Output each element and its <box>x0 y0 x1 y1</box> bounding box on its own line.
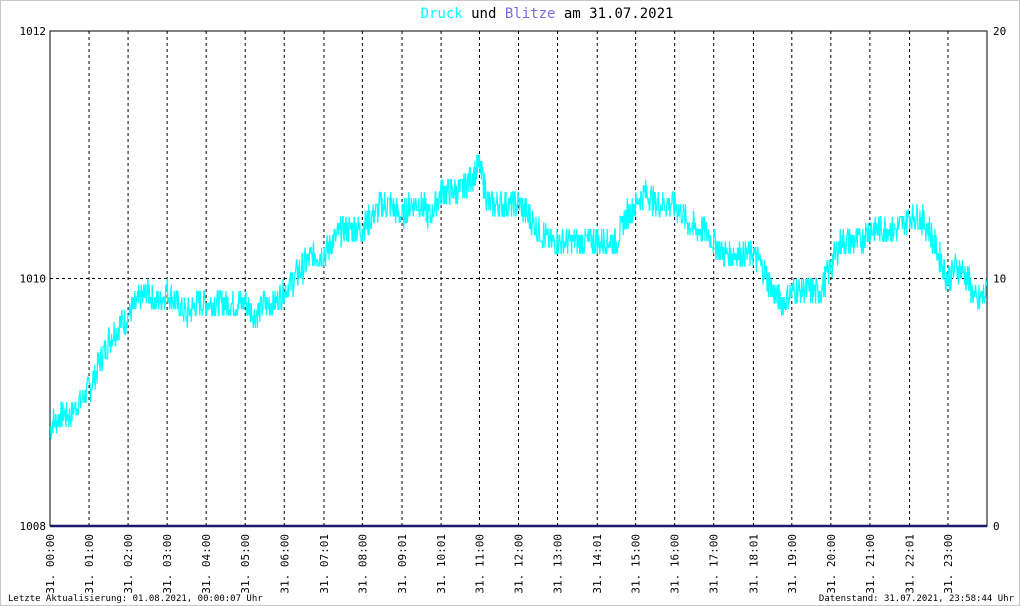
x-tick-label: 31. 09:01 <box>396 534 409 594</box>
grid-layer <box>49 30 987 526</box>
chart-title-part-1: und <box>463 6 505 22</box>
x-tick-label: 31. 08:00 <box>356 534 369 594</box>
x-tick-label: 31. 00:00 <box>44 534 57 594</box>
x-tick-label: 31. 19:00 <box>786 534 799 594</box>
series-layer <box>49 154 988 528</box>
chart-title-part-3: am 31.07.2021 <box>555 6 673 22</box>
x-tick-label: 31. 07:01 <box>318 534 331 594</box>
x-tick-label: 31. 04:00 <box>200 534 213 594</box>
left-tick-label: 1012 <box>20 25 47 38</box>
left-tick-label: 1008 <box>20 520 47 533</box>
x-tick-label: 31. 12:00 <box>513 534 526 594</box>
x-tick-label: 31. 02:00 <box>122 534 135 594</box>
x-tick-label: 31. 05:00 <box>239 534 252 594</box>
chart-title-part-0: Druck <box>421 6 464 22</box>
x-tick-label: 31. 13:00 <box>552 534 565 594</box>
right-tick-label: 20 <box>993 25 1006 38</box>
x-tick-label: 31. 18:01 <box>747 534 760 594</box>
x-tick-label: 31. 14:01 <box>591 534 604 594</box>
x-tick-label: 31. 22:01 <box>904 534 917 594</box>
x-tick-label: 31. 10:01 <box>435 534 448 594</box>
left-tick-label: 1010 <box>20 273 47 286</box>
chart-title: Druck und Blitze am 31.07.2021 <box>421 6 674 22</box>
right-tick-label: 0 <box>993 520 1000 533</box>
footer-data-status: Datenstand: 31.07.2021, 23:58:44 Uhr <box>819 594 1015 604</box>
footer-last-update: Letzte Aktualisierung: 01.08.2021, 00:00… <box>8 594 263 604</box>
x-tick-label: 31. 01:00 <box>83 534 96 594</box>
x-tick-label: 31. 23:00 <box>942 534 955 594</box>
x-tick-label: 31. 03:00 <box>161 534 174 594</box>
x-tick-label: 31. 21:00 <box>864 534 877 594</box>
x-tick-label: 31. 20:00 <box>825 534 838 594</box>
x-tick-label: 31. 06:00 <box>278 534 291 594</box>
x-tick-label: 31. 17:00 <box>708 534 721 594</box>
x-tick-label: 31. 11:00 <box>473 534 486 594</box>
series-line-druck <box>49 154 988 440</box>
axis-layer: 31. 00:00 31. 01:00 31. 02:00 31. 03:00 31. … <box>20 25 1007 594</box>
right-tick-label: 10 <box>993 273 1006 286</box>
x-tick-label: 31. 16:00 <box>669 534 682 594</box>
x-tick-label: 31. 15:00 <box>630 534 643 594</box>
chart-title-part-2: Blitze <box>505 6 556 22</box>
